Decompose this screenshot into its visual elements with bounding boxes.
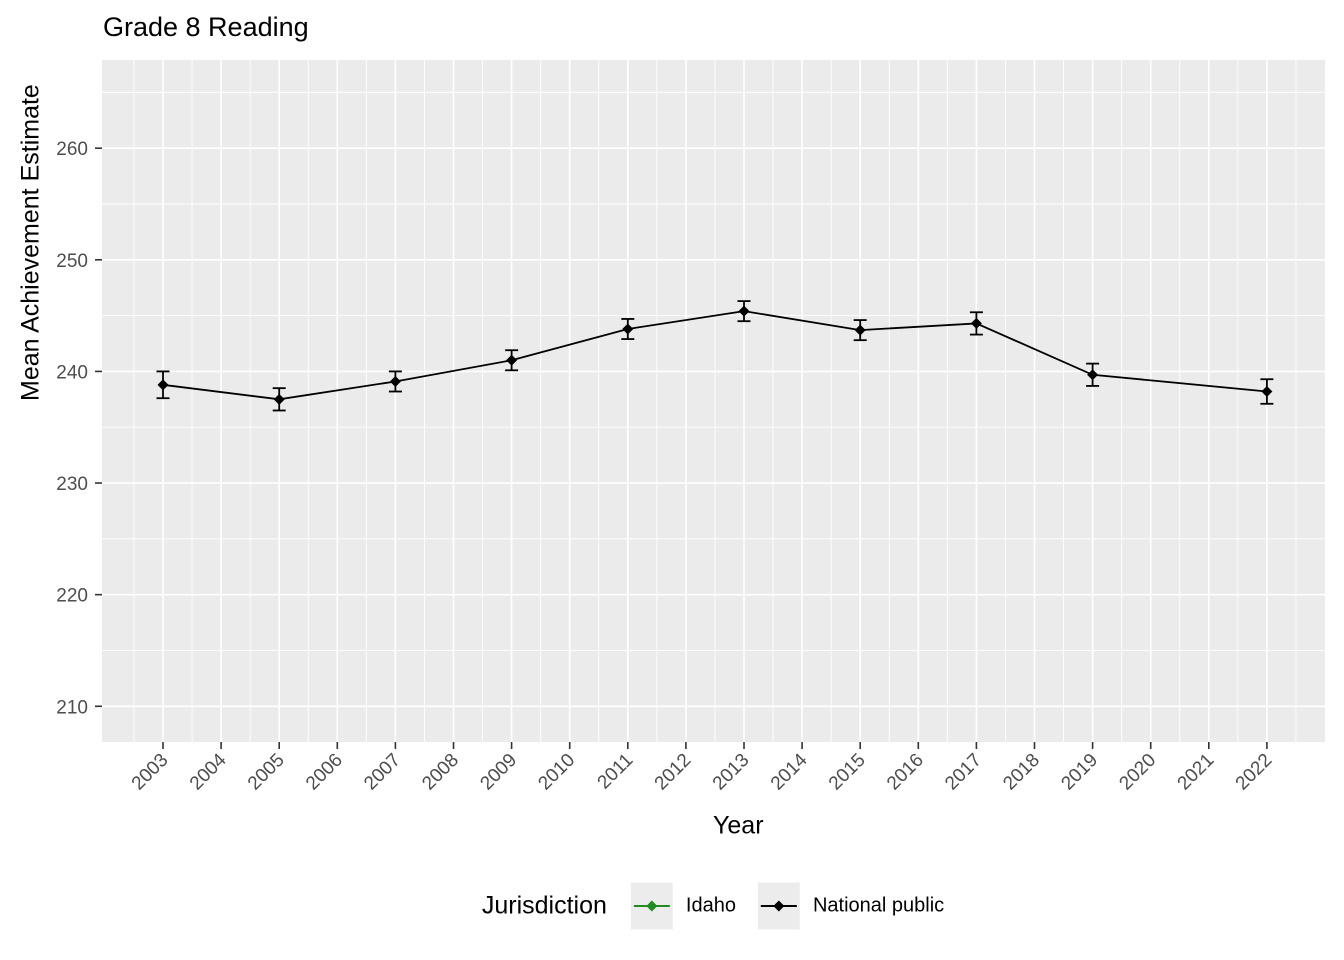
- x-tick-label-2021: 2021: [1174, 750, 1219, 795]
- x-tick-label-2003: 2003: [128, 750, 173, 795]
- axis-ticks: [95, 147, 1268, 749]
- data-point-2005: [273, 393, 285, 405]
- data-point-2015: [854, 324, 866, 336]
- x-tick-label-2018: 2018: [999, 750, 1044, 795]
- x-tick-label-2006: 2006: [302, 750, 347, 795]
- data-point-2007: [389, 375, 401, 387]
- x-tick-label-2015: 2015: [825, 750, 870, 795]
- data-point-2013: [738, 305, 750, 317]
- x-tick-label-2008: 2008: [418, 750, 463, 795]
- x-tick-label-2011: 2011: [594, 750, 638, 794]
- chart-title: Grade 8 Reading: [103, 12, 309, 42]
- gridlines-minor: [102, 60, 1325, 742]
- data-point-2009: [506, 354, 518, 366]
- legend-label-national-public: National public: [812, 894, 945, 917]
- plot-panel: [102, 60, 1325, 742]
- national-public-legend-key-icon: [757, 882, 800, 930]
- x-tick-label-2019: 2019: [1057, 750, 1102, 795]
- data-point-2017: [970, 317, 982, 329]
- data-point-2003: [157, 379, 169, 391]
- x-tick-label-2022: 2022: [1232, 750, 1277, 795]
- legend-entry-national-public: National public: [757, 882, 945, 930]
- y-tick-label-250: 250: [56, 251, 88, 272]
- x-tick-labels: 2003 2004 2005 2006 2007 2008 2009 2010 2011 2012…: [128, 749, 1277, 794]
- legend-title: Jurisdiction: [481, 891, 607, 920]
- legend: Jurisdiction Idaho National public: [481, 882, 945, 930]
- x-tick-label-2017: 2017: [941, 750, 986, 795]
- x-tick-label-2010: 2010: [534, 750, 579, 795]
- y-tick-label-220: 220: [56, 586, 88, 607]
- gridlines-major: [102, 60, 1325, 742]
- x-tick-label-2020: 2020: [1115, 750, 1160, 795]
- x-tick-label-2013: 2013: [709, 750, 754, 795]
- y-tick-labels: 210 220 230 240 250 260: [56, 139, 88, 718]
- x-tick-label-2005: 2005: [244, 750, 289, 795]
- legend-label-idaho: Idaho: [685, 894, 736, 917]
- legend-entry-idaho: Idaho: [630, 882, 736, 930]
- legend-entries: Idaho National public: [630, 882, 945, 930]
- data-point-2019: [1087, 369, 1099, 381]
- y-tick-label-260: 260: [56, 139, 88, 160]
- x-tick-label-2012: 2012: [651, 750, 696, 795]
- y-tick-label-230: 230: [56, 474, 88, 495]
- y-tick-label-210: 210: [56, 697, 88, 718]
- y-tick-label-240: 240: [56, 362, 88, 383]
- x-tick-label-2014: 2014: [767, 749, 812, 794]
- x-tick-label-2016: 2016: [883, 750, 928, 795]
- series-line: [162, 310, 1267, 401]
- data-point-2022: [1261, 386, 1273, 398]
- data-point-2011: [622, 323, 634, 335]
- x-tick-label-2009: 2009: [476, 750, 521, 795]
- x-tick-label-2004: 2004: [186, 749, 231, 794]
- idaho-legend-key-icon: [630, 882, 673, 930]
- series-national-public: [156, 300, 1274, 412]
- x-tick-label-2007: 2007: [360, 750, 405, 795]
